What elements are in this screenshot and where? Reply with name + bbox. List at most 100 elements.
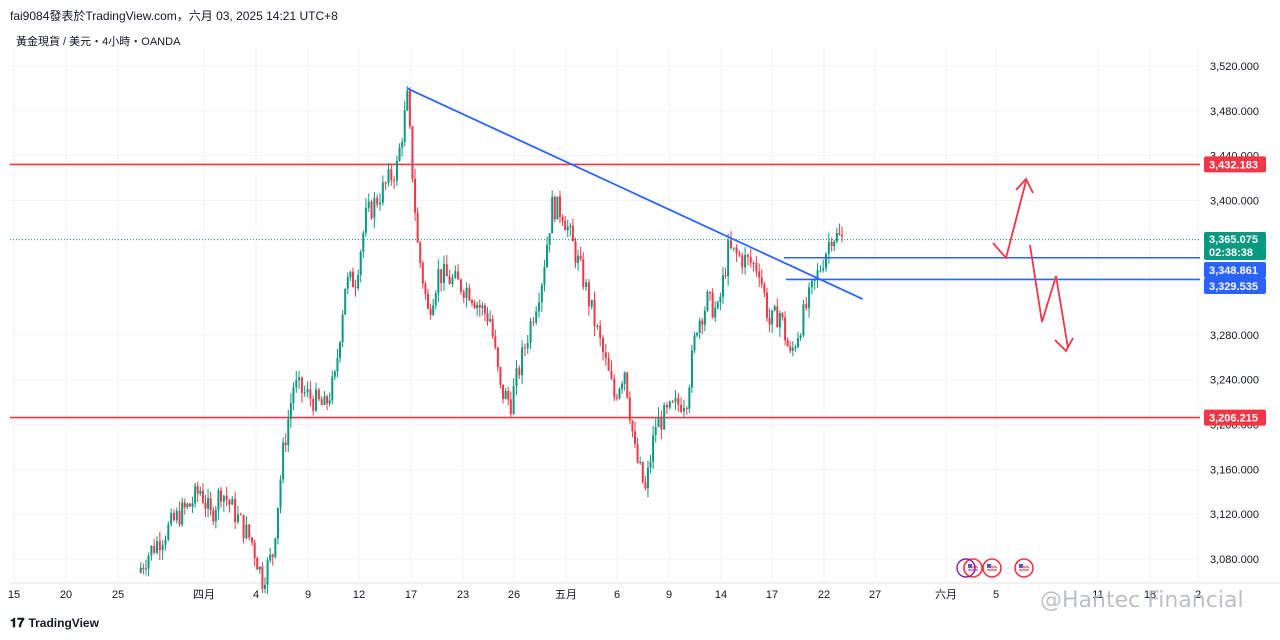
candle-body: [652, 435, 655, 462]
tradingview-logo[interactable]: 𝟏𝟕 TradingView: [10, 615, 99, 631]
candle-body: [454, 271, 457, 278]
candle-body: [709, 292, 712, 294]
candle-body: [170, 512, 173, 525]
candle-body: [835, 233, 838, 242]
candle-body: [649, 461, 652, 468]
candles-group: [139, 86, 843, 595]
y-tick-label: 3,400.000: [1210, 195, 1259, 207]
candle-body: [333, 371, 336, 377]
candle-body: [729, 240, 732, 249]
candle-body: [298, 377, 301, 381]
candle-body: [558, 196, 561, 217]
candle-body: [696, 332, 699, 336]
price-label-bg: [1204, 409, 1266, 426]
price-label-text: 3,206.215: [1209, 413, 1258, 425]
candle-body: [521, 347, 524, 376]
bullish-scenario-arrow: [992, 180, 1027, 260]
candle-body: [188, 503, 191, 507]
x-tick-label: 四月: [193, 589, 215, 601]
candle-body: [636, 444, 639, 463]
candle-body: [266, 560, 269, 585]
candle-body: [802, 304, 805, 336]
event-cluster-ring: [956, 558, 976, 578]
candle-body: [749, 256, 752, 263]
tradingview-icon: 𝟏𝟕: [10, 615, 25, 630]
candle-body: [841, 234, 843, 237]
candle-body: [256, 558, 259, 570]
flag-us-icon-field: [1019, 564, 1029, 572]
candle-body: [411, 126, 414, 179]
candle-body: [351, 271, 354, 288]
candle-body: [427, 293, 429, 309]
candle-body: [714, 307, 717, 318]
candle-body: [217, 490, 220, 510]
candle-body: [295, 380, 298, 388]
candle-body: [258, 566, 261, 570]
candle-body: [838, 233, 841, 235]
candle-body: [593, 299, 596, 327]
x-tick-label: 25: [112, 589, 124, 601]
candle-body: [239, 514, 242, 516]
candle-body: [819, 270, 822, 272]
candle-body: [306, 389, 309, 393]
publish-header: fai9084發表於TradingView.com，六月 03, 2025 14…: [10, 9, 338, 23]
candle-body: [483, 305, 486, 314]
candle-body: [827, 241, 830, 255]
candle-body: [721, 275, 724, 297]
price-label-resistance: 3,432.183: [1204, 156, 1266, 173]
candle-body: [786, 340, 789, 347]
candle-body: [674, 398, 677, 402]
candle-body: [416, 212, 419, 243]
candle-body: [760, 277, 763, 285]
candle-body: [261, 566, 264, 589]
candle-body: [546, 245, 549, 268]
price-label-text: 3,432.183: [1209, 159, 1258, 171]
candle-body: [323, 396, 326, 406]
x-tick-label: 14: [715, 589, 727, 601]
x-tick-label: 12: [353, 589, 365, 601]
candle-body: [282, 442, 285, 480]
candle-body: [398, 147, 401, 161]
candle-body: [776, 306, 779, 328]
candle-body: [470, 300, 473, 304]
candle-body: [755, 262, 758, 272]
candle-body: [320, 399, 323, 406]
flag-us-icon-canton: [968, 564, 972, 568]
candle-body: [367, 201, 370, 208]
candle-body: [738, 253, 741, 256]
candle-body: [771, 310, 774, 325]
candle-body: [698, 320, 701, 333]
candle-body: [139, 567, 142, 573]
candle-body: [359, 251, 362, 276]
candle-body: [582, 258, 585, 287]
candle-body: [746, 254, 749, 257]
candle-body: [437, 269, 440, 294]
candle-body: [634, 431, 636, 445]
candle-body: [693, 335, 696, 351]
flag-us-icon-field: [968, 564, 978, 572]
candle-body: [269, 554, 272, 561]
candle-body: [518, 368, 521, 376]
candle-body: [639, 462, 642, 464]
candle-body: [234, 498, 237, 522]
candle-body: [741, 255, 744, 268]
candle-body: [587, 282, 590, 307]
candle-body: [631, 420, 634, 432]
candle-body: [228, 500, 231, 505]
candle-body: [690, 350, 693, 388]
candle-body: [158, 541, 161, 551]
candle-body: [494, 336, 497, 348]
candle-body: [245, 524, 248, 539]
candle-body: [440, 269, 443, 284]
candle-body: [300, 377, 303, 393]
candle-body: [794, 347, 797, 349]
candle-body: [671, 401, 674, 403]
candle-body: [204, 502, 207, 509]
x-tick-label: 9: [305, 589, 311, 601]
candle-body: [569, 225, 572, 227]
candle-body: [142, 567, 145, 570]
candle-body: [556, 196, 559, 220]
candle-body: [816, 270, 819, 279]
x-tick-label: 15: [8, 589, 20, 601]
